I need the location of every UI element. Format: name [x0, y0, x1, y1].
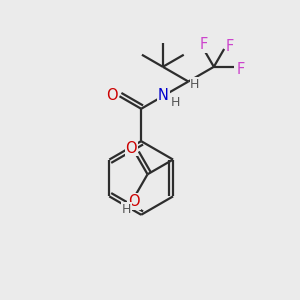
- Text: H: H: [122, 203, 131, 216]
- Text: O: O: [106, 88, 118, 103]
- Text: O: O: [125, 141, 137, 156]
- Text: H: H: [190, 78, 200, 91]
- Text: H: H: [170, 96, 180, 109]
- Text: N: N: [158, 88, 169, 103]
- Text: F: F: [200, 37, 208, 52]
- Text: O: O: [128, 194, 140, 209]
- Text: F: F: [226, 38, 234, 53]
- Text: F: F: [237, 62, 245, 77]
